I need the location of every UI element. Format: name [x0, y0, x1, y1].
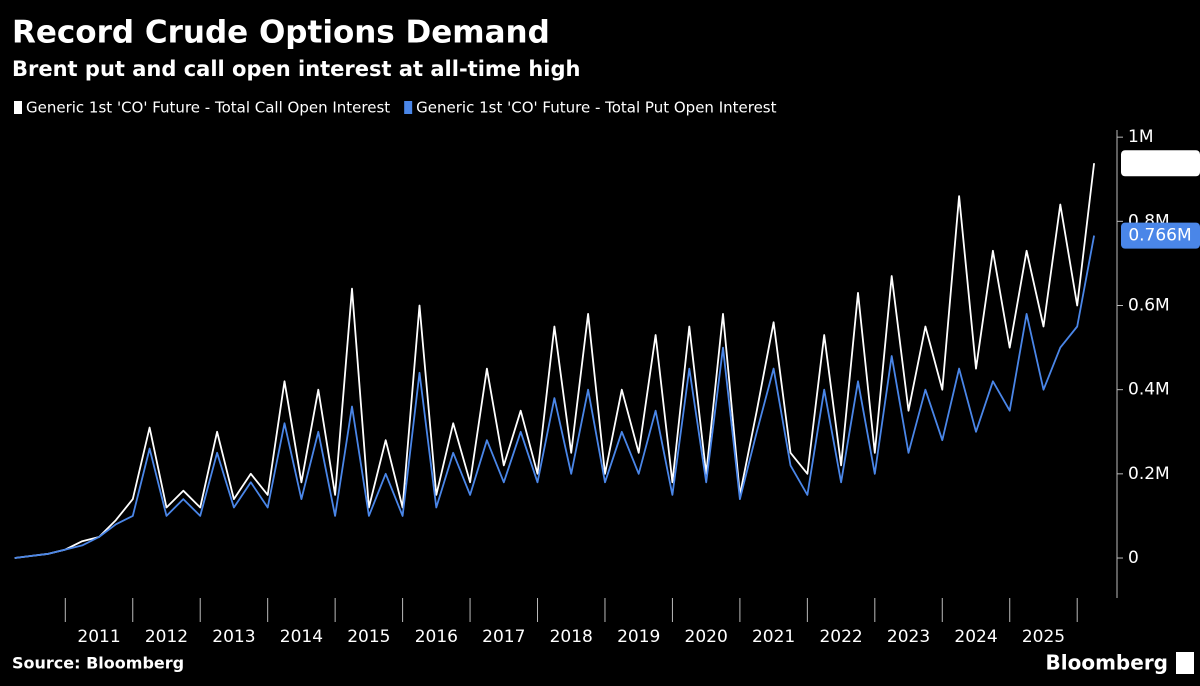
x-tick-label: 2014	[280, 627, 323, 647]
legend-swatch	[14, 101, 22, 114]
chart-title: Record Crude Options Demand	[12, 15, 550, 51]
legend-label: Generic 1st 'CO' Future - Total Put Open…	[416, 99, 776, 117]
end-label-box	[1121, 150, 1200, 177]
x-tick-label: 2011	[77, 627, 120, 647]
chart-subtitle: Brent put and call open interest at all-…	[12, 57, 580, 81]
y-tick-label: 0.4M	[1128, 380, 1170, 400]
y-tick-label: 0.6M	[1128, 296, 1170, 316]
x-tick-label: 2019	[617, 627, 660, 647]
end-label: 0.766M	[1128, 226, 1191, 246]
x-tick-label: 2020	[685, 627, 728, 647]
y-tick-label: 1M	[1128, 127, 1153, 147]
x-tick-label: 2015	[347, 627, 390, 647]
x-tick-label: 2024	[954, 627, 997, 647]
source: Source: Bloomberg	[12, 654, 184, 673]
y-tick-label: 0	[1128, 548, 1139, 568]
legend-swatch	[404, 101, 413, 114]
series-line	[14, 235, 1095, 559]
end-label-box	[1121, 222, 1200, 249]
y-tick-label: 0.2M	[1128, 464, 1170, 484]
x-tick-label: 2012	[145, 627, 188, 647]
series-line	[14, 163, 1095, 559]
x-tick-label: 2021	[752, 627, 795, 647]
x-tick-label: 2017	[482, 627, 525, 647]
brand-icon	[1176, 652, 1194, 674]
x-tick-label: 2018	[550, 627, 593, 647]
x-tick-label: 2025	[1022, 627, 1065, 647]
end-label: 0.938M	[1128, 153, 1191, 173]
brand: Bloomberg	[1046, 651, 1168, 675]
legend-label: Generic 1st 'CO' Future - Total Call Ope…	[26, 99, 390, 117]
x-tick-label: 2016	[415, 627, 458, 647]
x-tick-label: 2022	[819, 627, 862, 647]
x-tick-label: 2013	[212, 627, 255, 647]
x-tick-label: 2023	[887, 627, 930, 647]
